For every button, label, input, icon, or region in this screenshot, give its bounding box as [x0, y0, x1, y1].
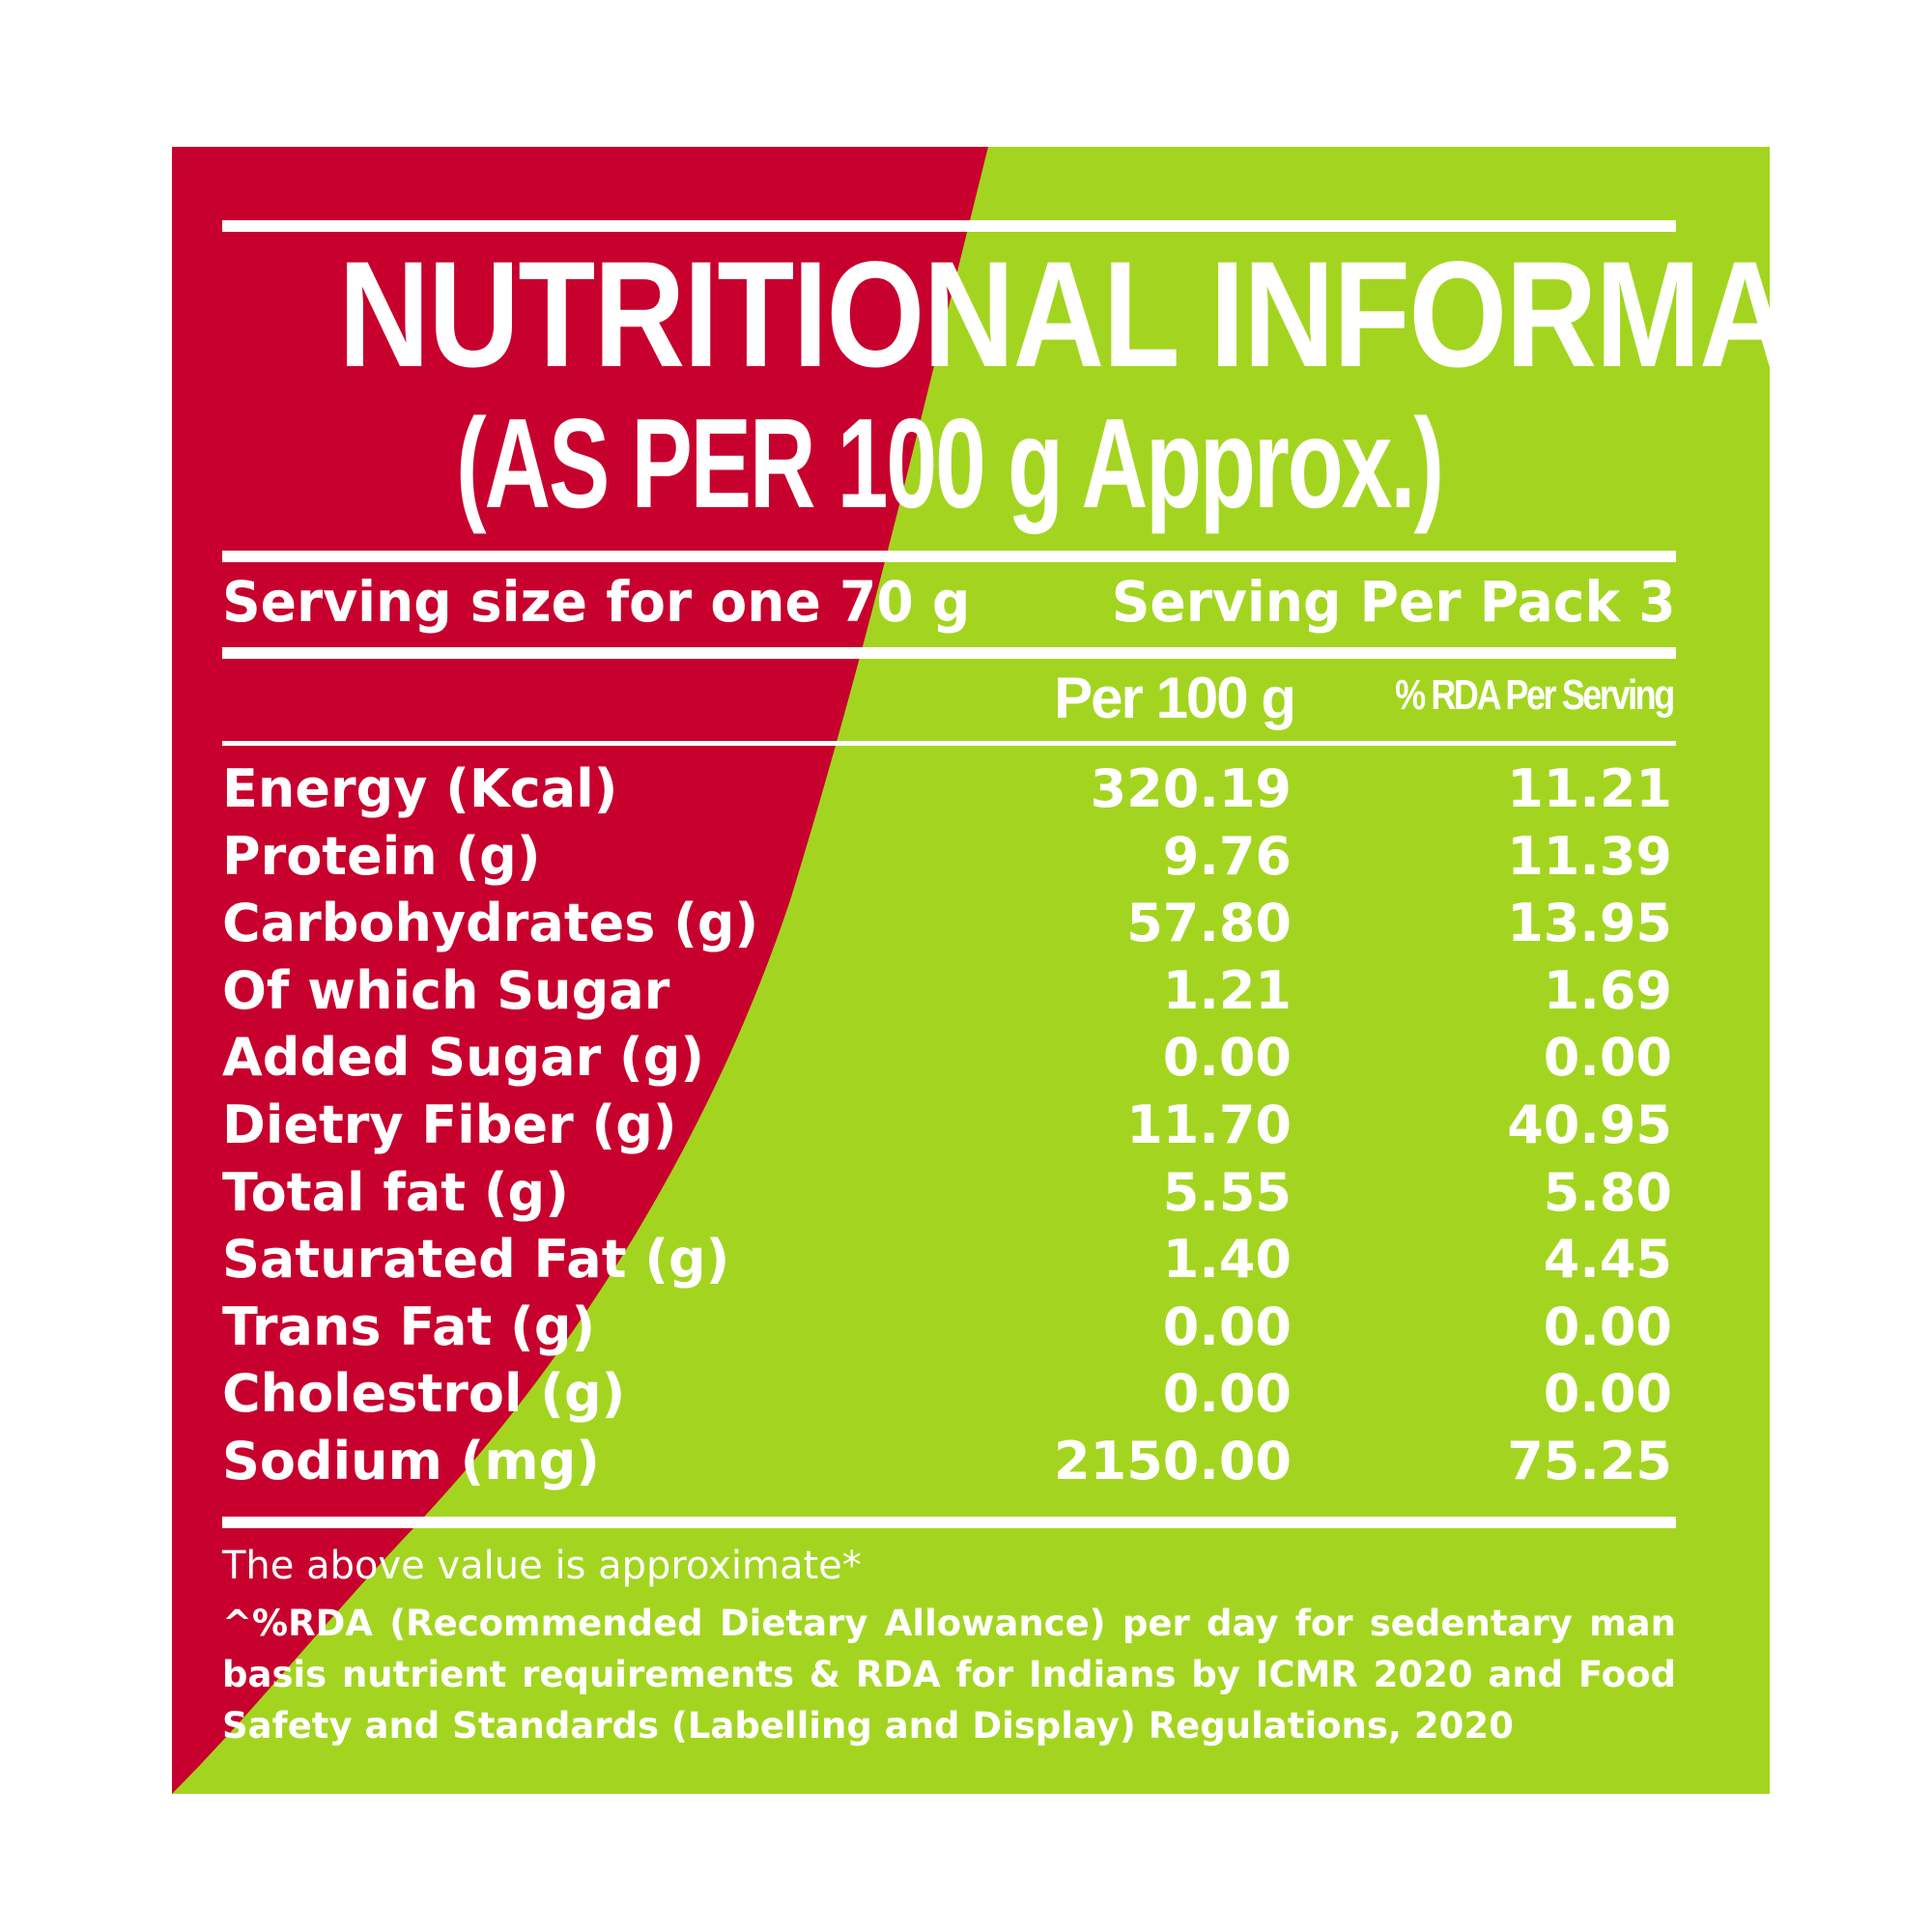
- per-100g-value: 1.21: [1162, 959, 1292, 1021]
- label-title: NUTRITIONAL INFORMATION: [338, 231, 1770, 399]
- nutrient-name: Carbohydrates (g): [222, 893, 759, 954]
- column-header-rda: % RDA Per Serving: [1395, 671, 1675, 719]
- rule-under-table: [222, 1517, 1676, 1528]
- rda-footnote: ^%RDA (Recommended Dietary Allowance) pe…: [222, 1603, 1676, 1747]
- per-100g-value: 5.55: [1162, 1161, 1292, 1223]
- servings-per-pack: Serving Per Pack 3: [1112, 569, 1676, 635]
- rule-under-title: [222, 551, 1676, 562]
- per-100g-value: 2150.00: [1054, 1430, 1292, 1492]
- table-row: Of which Sugar 1.21 1.69: [222, 959, 1676, 1027]
- rda-value: 11.39: [1507, 825, 1672, 887]
- nutrient-name: Sodium (mg): [222, 1430, 600, 1492]
- nutrient-name: Of which Sugar: [222, 959, 670, 1021]
- nutrient-name: Added Sugar (g): [222, 1027, 705, 1089]
- approximate-note: The above value is approximate*: [222, 1544, 862, 1588]
- nutrient-name: Saturated Fat (g): [222, 1229, 730, 1291]
- per-100g-value: 9.76: [1162, 825, 1292, 887]
- nutrient-name: Cholestrol (g): [222, 1363, 626, 1425]
- rda-value: 40.95: [1507, 1094, 1672, 1155]
- table-row: Saturated Fat (g) 1.40 4.45: [222, 1228, 1676, 1295]
- per-100g-value: 57.80: [1126, 893, 1292, 954]
- nutrient-name: Energy (Kcal): [222, 758, 618, 819]
- rda-value: 0.00: [1543, 1363, 1672, 1425]
- per-100g-value: 1.40: [1162, 1229, 1292, 1291]
- rda-value: 1.69: [1543, 959, 1672, 1021]
- per-100g-value: 11.70: [1126, 1094, 1292, 1155]
- column-header-per-100g: Per 100 g: [1054, 666, 1296, 730]
- table-row: Cholestrol (g) 0.00 0.00: [222, 1362, 1676, 1430]
- rda-value: 75.25: [1507, 1430, 1672, 1492]
- table-row: Protein (g) 9.76 11.39: [222, 825, 1676, 893]
- nutrient-table: Energy (Kcal) 320.19 11.21 Protein (g) 9.76…: [222, 757, 1676, 1497]
- table-row: Sodium (mg) 2150.00 75.25: [222, 1430, 1676, 1497]
- top-rule: [222, 220, 1676, 232]
- table-row: Carbohydrates (g) 57.80 13.95: [222, 892, 1676, 959]
- nutrient-name: Protein (g): [222, 825, 541, 887]
- nutrient-name: Dietry Fiber (g): [222, 1094, 677, 1155]
- nutrient-name: Total fat (g): [222, 1161, 569, 1223]
- per-100g-value: 320.19: [1090, 758, 1292, 819]
- rda-value: 4.45: [1543, 1229, 1672, 1291]
- rda-value: 0.00: [1543, 1027, 1672, 1089]
- serving-size: Serving size for one 70 g: [222, 569, 971, 635]
- rda-value: 11.21: [1507, 758, 1672, 819]
- table-row: Energy (Kcal) 320.19 11.21: [222, 757, 1676, 825]
- label-subtitle: (AS PER 100 g Approx.): [455, 392, 1444, 534]
- rule-under-columns: [222, 741, 1676, 746]
- nutrient-name: Trans Fat (g): [222, 1295, 596, 1357]
- nutrition-label-panel: NUTRITIONAL INFORMATION (AS PER 100 g Ap…: [172, 147, 1770, 1794]
- rda-value: 0.00: [1543, 1295, 1672, 1357]
- table-row: Trans Fat (g) 0.00 0.00: [222, 1295, 1676, 1363]
- per-100g-value: 0.00: [1162, 1027, 1292, 1089]
- rda-value: 13.95: [1507, 893, 1672, 954]
- table-row: Total fat (g) 5.55 5.80: [222, 1161, 1676, 1229]
- rule-under-serving: [222, 647, 1676, 659]
- rda-value: 5.80: [1543, 1161, 1672, 1223]
- per-100g-value: 0.00: [1162, 1295, 1292, 1357]
- table-row: Dietry Fiber (g) 11.70 40.95: [222, 1094, 1676, 1161]
- per-100g-value: 0.00: [1162, 1363, 1292, 1425]
- table-row: Added Sugar (g) 0.00 0.00: [222, 1026, 1676, 1094]
